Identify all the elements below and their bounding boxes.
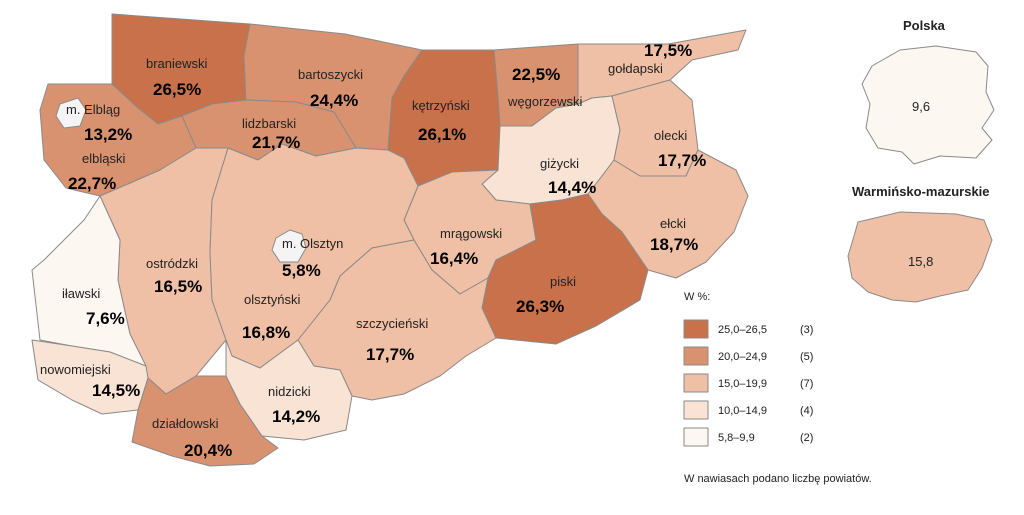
label-bartoszycki-name: bartoszycki	[298, 67, 363, 82]
legend-range-3: 15,0–19,9	[718, 378, 767, 390]
label-lidzbarski-name: lidzbarski	[242, 116, 296, 131]
overview-region-shape	[847, 211, 993, 303]
label-olecki-value: 17,7%	[658, 151, 706, 170]
label-lidzbarski-value: 21,7%	[252, 133, 300, 152]
legend: W %: 25,0–26,5 (3) 20,0–24,9 (5) 15,0–19…	[683, 291, 872, 485]
legend-swatch-2	[683, 346, 709, 366]
label-piski-name: piski	[550, 274, 576, 289]
label-olsztynski-name: olsztyński	[244, 292, 300, 307]
legend-range-5: 5,8–9,9	[718, 432, 755, 444]
district-piski	[481, 193, 649, 345]
district-dzialdowski	[131, 375, 279, 467]
overview-region-value: 15,8	[908, 254, 933, 269]
label-elblaski-value: 22,7%	[68, 174, 116, 193]
label-elcki-name: ełcki	[660, 216, 686, 231]
label-elblaski-name: elbląski	[82, 151, 125, 166]
label-szczycienski-name: szczycieński	[356, 316, 428, 331]
label-nowomiejski-value: 14,5%	[92, 381, 140, 400]
legend-swatch-5	[683, 427, 709, 447]
label-ilawski-name: iławski	[62, 286, 100, 301]
label-olsztyn-name: m. Olsztyn	[282, 236, 343, 251]
label-piski-value: 26,3%	[516, 297, 564, 316]
label-nidzicki-name: nidzicki	[268, 384, 311, 399]
legend-range-2: 20,0–24,9	[718, 351, 767, 363]
legend-count-5: (2)	[800, 432, 813, 444]
label-ketrzynski-name: kętrzyński	[412, 98, 470, 113]
legend-count-3: (7)	[800, 378, 813, 390]
label-elblag-value: 13,2%	[84, 125, 132, 144]
legend-count-1: (3)	[800, 324, 813, 336]
label-nidzicki-value: 14,2%	[272, 407, 320, 426]
legend-title: W %:	[684, 291, 710, 303]
label-olsztyn-value: 5,8%	[282, 261, 321, 280]
legend-swatch-4	[683, 400, 709, 420]
label-dzialdowski-value: 20,4%	[184, 441, 232, 460]
label-braniewski-name: braniewski	[146, 56, 208, 71]
legend-range-1: 25,0–26,5	[718, 324, 767, 336]
label-goldapski-name: gołdapski	[608, 61, 663, 76]
legend-count-2: (5)	[800, 351, 813, 363]
districts-layer	[31, 13, 749, 467]
label-dzialdowski-name: działdowski	[152, 416, 219, 431]
label-ilawski-value: 7,6%	[86, 309, 125, 328]
legend-note: W nawiasach podano liczbę powiatów.	[684, 473, 872, 485]
label-braniewski-value: 26,5%	[153, 80, 201, 99]
legend-swatch-1	[683, 319, 709, 339]
label-gizycki-value: 14,4%	[548, 178, 596, 197]
legend-swatch-3	[683, 373, 709, 393]
labels-layer: braniewski 26,5% bartoszycki 24,4% kętrz…	[40, 41, 706, 460]
label-wegorzewski-value: 22,5%	[512, 65, 560, 84]
overview-polska-shape	[861, 45, 995, 165]
district-olsztyn	[271, 229, 307, 263]
district-nidzicki	[225, 339, 353, 441]
legend-range-4: 10,0–14,9	[718, 405, 767, 417]
overview-polska-title: Polska	[903, 18, 946, 33]
label-elcki-value: 18,7%	[650, 235, 698, 254]
district-elblag	[55, 97, 87, 129]
label-olecki-name: olecki	[654, 128, 687, 143]
label-ostrodzki-name: ostródzki	[146, 256, 198, 271]
label-goldapski-value: 17,5%	[644, 41, 692, 60]
label-ketrzynski-value: 26,1%	[418, 125, 466, 144]
label-olsztynski-value: 16,8%	[242, 323, 290, 342]
label-mragowski-value: 16,4%	[430, 249, 478, 268]
overview-polska: Polska 9,6	[861, 18, 995, 165]
label-gizycki-name: giżycki	[540, 156, 579, 171]
label-wegorzewski-name: węgorzewski	[507, 94, 583, 109]
label-elblag-name: m. Elbląg	[66, 102, 120, 117]
legend-count-4: (4)	[800, 405, 813, 417]
overview-region: Warmińsko-mazurskie 15,8	[847, 184, 993, 303]
label-nowomiejski-name: nowomiejski	[40, 362, 111, 377]
overview-region-title: Warmińsko-mazurskie	[852, 184, 990, 199]
label-mragowski-name: mrągowski	[440, 226, 502, 241]
label-bartoszycki-value: 24,4%	[310, 91, 358, 110]
label-ostrodzki-value: 16,5%	[154, 277, 202, 296]
overview-polska-value: 9,6	[912, 99, 930, 114]
label-szczycienski-value: 17,7%	[366, 345, 414, 364]
